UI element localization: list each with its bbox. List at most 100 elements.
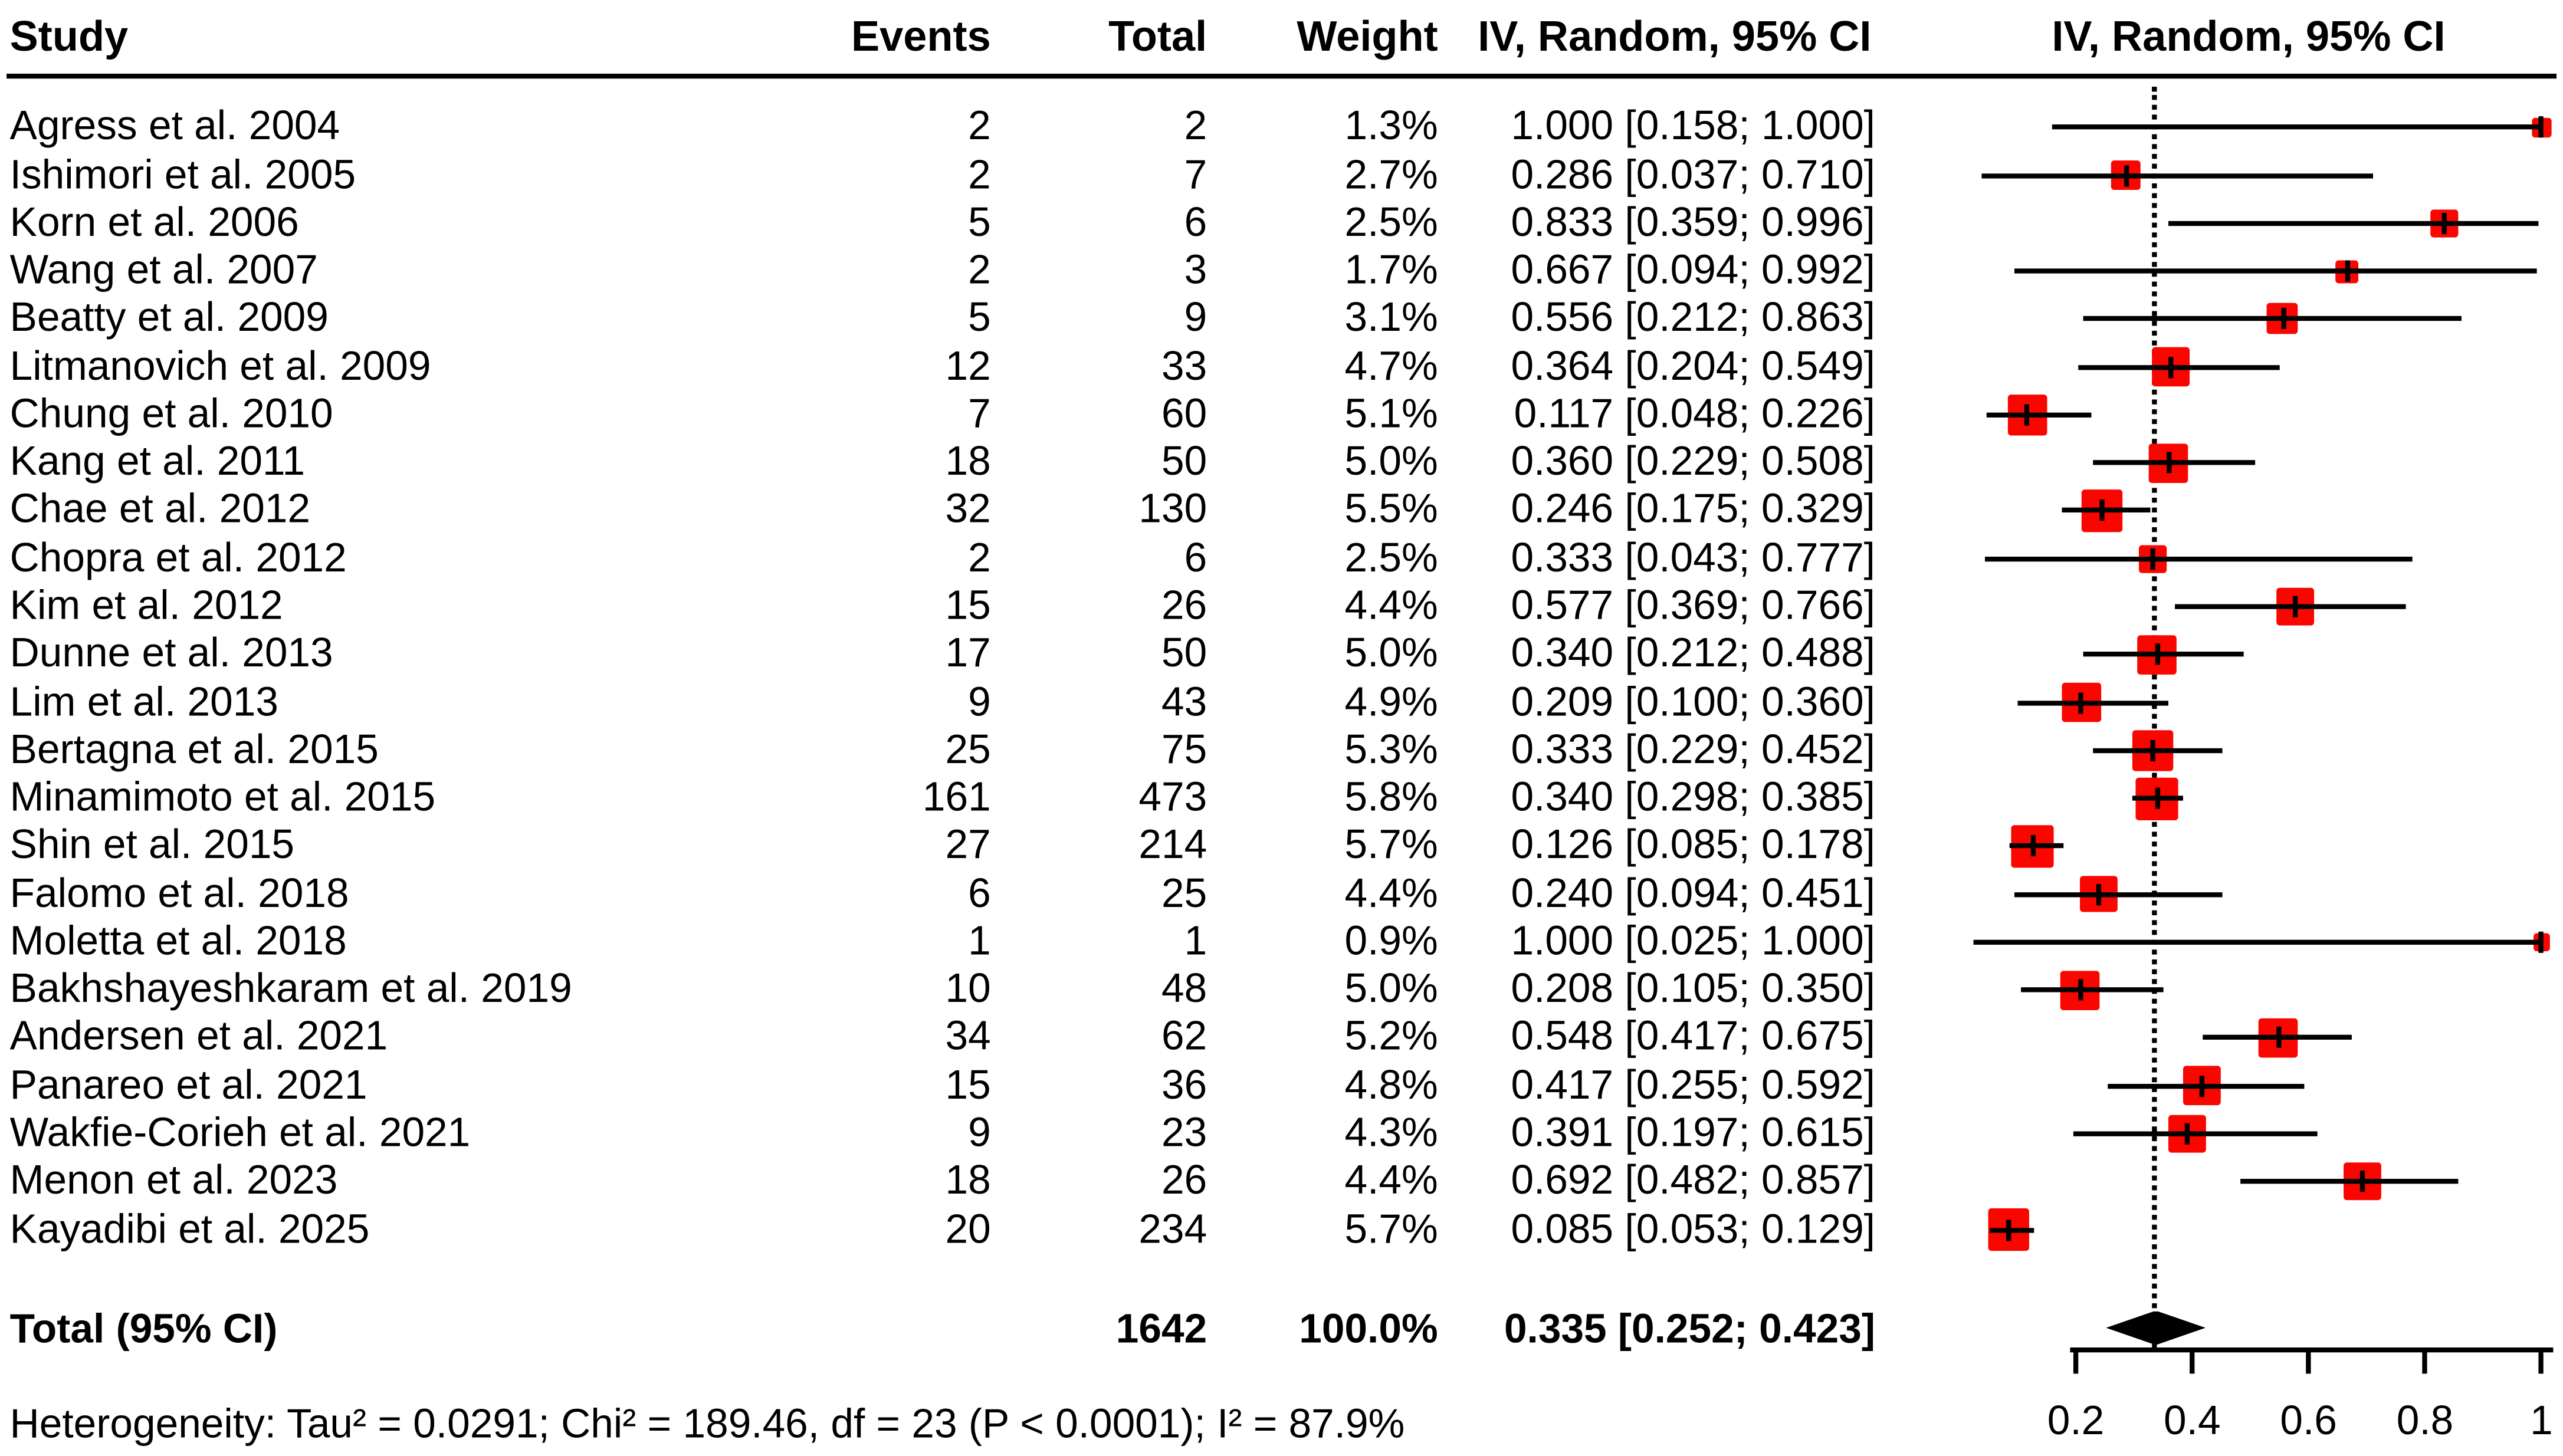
- x-axis-tick-label: 1: [2530, 1398, 2553, 1444]
- weight-value: 5.0%: [1344, 439, 1438, 485]
- confidence-interval-line: [2014, 892, 2222, 897]
- column-header-study: Study: [9, 11, 129, 61]
- events-value: 15: [945, 1062, 991, 1108]
- confidence-interval-line: [2020, 987, 2163, 992]
- weight-value: 4.9%: [1344, 678, 1438, 725]
- estimate-center-tick: [2078, 979, 2083, 1001]
- weight-value: 4.8%: [1344, 1062, 1438, 1108]
- total-value: 43: [1161, 678, 1207, 725]
- events-value: 12: [945, 343, 991, 389]
- weight-value: 2.7%: [1344, 151, 1438, 198]
- ci-value: 0.208 [0.105; 0.350]: [1511, 966, 1875, 1013]
- events-value: 15: [945, 583, 991, 629]
- estimate-center-tick: [2030, 835, 2036, 857]
- total-value: 9: [1184, 295, 1207, 341]
- ci-value: 0.548 [0.417; 0.675]: [1511, 1014, 1875, 1060]
- ci-value: 0.126 [0.085; 0.178]: [1511, 822, 1875, 869]
- ci-value: 0.577 [0.369; 0.766]: [1511, 583, 1875, 629]
- ci-value: 0.667 [0.094; 0.992]: [1511, 247, 1875, 294]
- estimate-center-tick: [2539, 116, 2544, 139]
- ci-value: 0.286 [0.037; 0.710]: [1511, 151, 1875, 198]
- events-value: 34: [945, 1014, 991, 1060]
- x-axis-tick-label: 0.6: [2280, 1398, 2337, 1444]
- events-value: 20: [945, 1205, 991, 1252]
- ci-value: 0.692 [0.482; 0.857]: [1511, 1158, 1875, 1204]
- study-name: Bakhshayeshkaram et al. 2019: [9, 966, 572, 1013]
- confidence-interval-line: [2240, 1179, 2459, 1184]
- column-header-total: Total: [1108, 11, 1207, 61]
- total-row-label: Total (95% CI): [9, 1306, 278, 1353]
- study-name: Bertagna et al. 2015: [9, 727, 379, 773]
- total-value: 234: [1138, 1205, 1207, 1252]
- total-value: 214: [1138, 822, 1207, 869]
- total-value: 26: [1161, 583, 1207, 629]
- study-name: Panareo et al. 2021: [9, 1062, 367, 1108]
- total-value: 75: [1161, 727, 1207, 773]
- ci-value: 0.417 [0.255; 0.592]: [1511, 1062, 1875, 1108]
- heterogeneity-note: Heterogeneity: Tau² = 0.0291; Chi² = 189…: [9, 1401, 1405, 1448]
- estimate-center-tick: [2441, 212, 2447, 234]
- weight-value: 3.1%: [1344, 295, 1438, 341]
- weight-value: 5.0%: [1344, 966, 1438, 1013]
- total-value: 3: [1184, 247, 1207, 294]
- x-axis-tick-label: 0.2: [2047, 1398, 2105, 1444]
- study-name: Kang et al. 2011: [9, 439, 306, 485]
- study-name: Andersen et al. 2021: [9, 1014, 388, 1060]
- events-value: 6: [968, 870, 991, 916]
- events-value: 1: [968, 918, 991, 964]
- total-value: 36: [1161, 1062, 1207, 1108]
- study-name: Wakfie-Corieh et al. 2021: [9, 1110, 471, 1156]
- study-name: Menon et al. 2023: [9, 1158, 338, 1204]
- confidence-interval-line: [2174, 604, 2406, 609]
- estimate-center-tick: [2100, 500, 2105, 522]
- weight-value: 4.4%: [1344, 1158, 1438, 1204]
- confidence-interval-line: [2009, 843, 2063, 849]
- total-value: 60: [1161, 391, 1207, 438]
- confidence-interval-line: [2014, 268, 2537, 274]
- ci-value: 0.117 [0.048; 0.226]: [1514, 391, 1875, 438]
- study-name: Dunne et al. 2013: [9, 630, 333, 677]
- ci-value: 0.391 [0.197; 0.615]: [1511, 1110, 1875, 1156]
- x-axis-tick: [2539, 1347, 2544, 1374]
- study-name: Korn et al. 2006: [9, 199, 299, 245]
- estimate-center-tick: [2345, 260, 2350, 282]
- x-axis-tick: [2422, 1347, 2428, 1374]
- study-name: Wang et al. 2007: [9, 247, 318, 294]
- weight-value: 1.7%: [1344, 247, 1438, 294]
- study-name: Litmanovich et al. 2009: [9, 343, 431, 389]
- study-name: Kim et al. 2012: [9, 583, 283, 629]
- estimate-center-tick: [2292, 596, 2298, 617]
- ci-value: 0.556 [0.212; 0.863]: [1511, 295, 1875, 341]
- confidence-interval-line: [2017, 699, 2169, 705]
- weight-value: 2.5%: [1344, 535, 1438, 581]
- weight-value: 5.8%: [1344, 774, 1438, 821]
- total-row-weight: 100.0%: [1299, 1306, 1438, 1353]
- total-value: 473: [1138, 774, 1207, 821]
- events-value: 5: [968, 295, 991, 341]
- confidence-interval-line: [1984, 556, 2412, 561]
- events-value: 5: [968, 199, 991, 245]
- weight-value: 4.4%: [1344, 583, 1438, 629]
- ci-value: 0.333 [0.229; 0.452]: [1511, 727, 1875, 773]
- confidence-interval-line: [2051, 124, 2542, 130]
- estimate-center-tick: [2539, 931, 2544, 953]
- weight-value: 5.7%: [1344, 1205, 1438, 1252]
- study-name: Chae et al. 2012: [9, 487, 311, 533]
- study-name: Ishimori et al. 2005: [9, 151, 356, 198]
- study-name: Moletta et al. 2018: [9, 918, 347, 964]
- confidence-interval-line: [2082, 316, 2462, 322]
- confidence-interval-line: [2078, 364, 2279, 370]
- estimate-center-tick: [2151, 548, 2156, 570]
- x-axis-tick-label: 0.4: [2164, 1398, 2221, 1444]
- events-value: 9: [968, 1110, 991, 1156]
- study-name: Agress et al. 2004: [9, 103, 340, 150]
- events-value: 18: [945, 439, 991, 485]
- events-value: 10: [945, 966, 991, 1013]
- total-value: 7: [1184, 151, 1207, 198]
- x-axis-tick: [2190, 1347, 2195, 1374]
- confidence-interval-line: [1987, 412, 2091, 418]
- ci-value: 0.240 [0.094; 0.451]: [1511, 870, 1875, 916]
- confidence-interval-line: [2168, 221, 2539, 226]
- summary-diamond: [2106, 1310, 2206, 1345]
